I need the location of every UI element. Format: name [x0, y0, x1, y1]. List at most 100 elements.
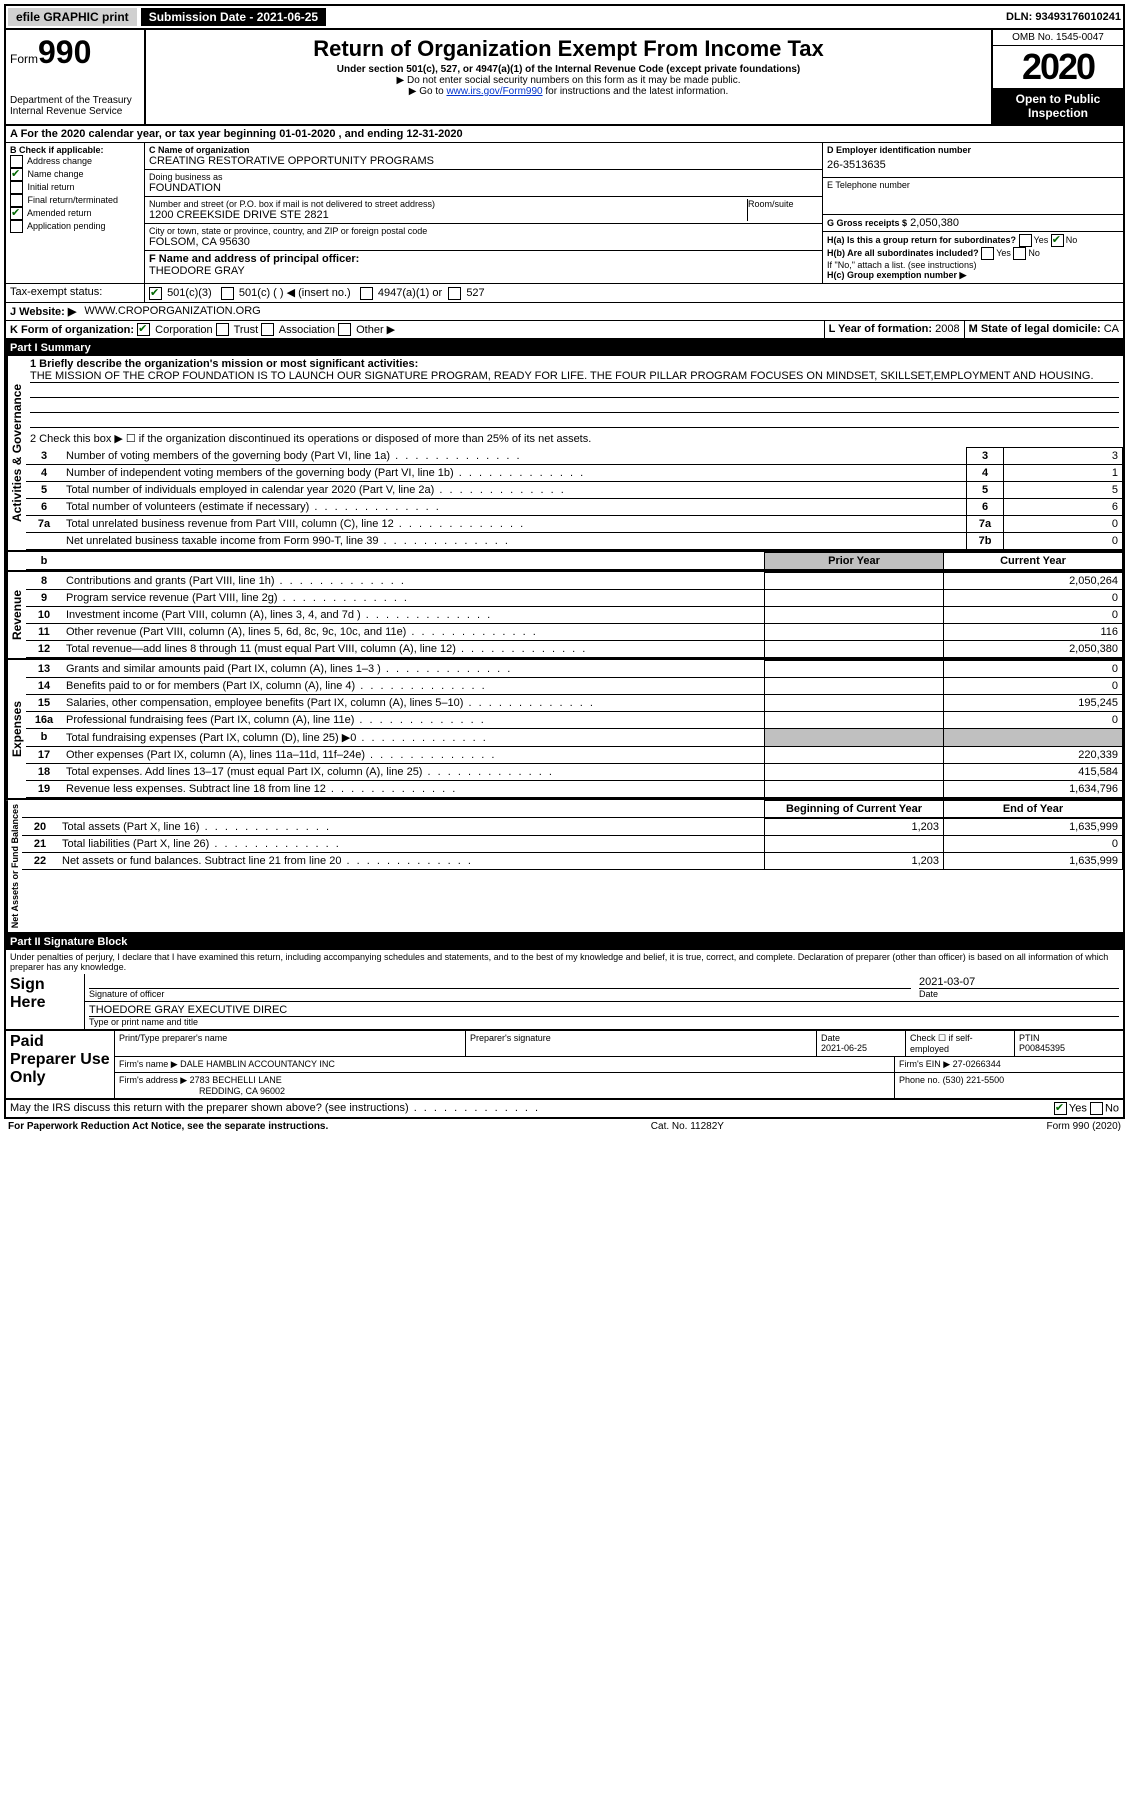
blank-line — [30, 398, 1119, 413]
orgtype-0[interactable] — [137, 323, 150, 336]
ha-no[interactable] — [1051, 234, 1064, 247]
h-note: If "No," attach a list. (see instruction… — [827, 260, 1119, 270]
col-curr: Current Year — [944, 553, 1123, 570]
officer-label: F Name and address of principal officer: — [149, 253, 359, 265]
blank-line — [30, 383, 1119, 398]
firm-city: REDDING, CA 96002 — [119, 1086, 890, 1096]
mission: THE MISSION OF THE CROP FOUNDATION IS TO… — [30, 370, 1119, 383]
checkbox-amended-return[interactable] — [10, 207, 23, 220]
phone-label: E Telephone number — [827, 180, 1119, 190]
ein: 26-3513635 — [827, 155, 1119, 175]
ha: H(a) Is this a group return for subordin… — [827, 235, 1016, 245]
omb: OMB No. 1545-0047 — [993, 30, 1123, 46]
check-label: B Check if applicable: — [10, 145, 140, 155]
501c-check[interactable] — [221, 287, 234, 300]
hb: H(b) Are all subordinates included? — [827, 248, 979, 258]
korg-row: K Form of organization: Corporation Trus… — [4, 321, 1125, 341]
firm-name-label: Firm's name ▶ — [119, 1059, 178, 1069]
gov-lines: 3Number of voting members of the governi… — [26, 447, 1123, 550]
org-city: FOLSOM, CA 95630 — [149, 236, 818, 248]
irs-link[interactable]: www.irs.gov/Form990 — [446, 86, 542, 97]
side-blank — [6, 552, 26, 570]
checkbox-name-change[interactable] — [10, 168, 23, 181]
ein-label: D Employer identification number — [827, 145, 1119, 155]
ptin-label: PTIN — [1019, 1033, 1040, 1043]
info-block: B Check if applicable: Address change Na… — [4, 143, 1125, 284]
checkbox-column: B Check if applicable: Address change Na… — [6, 143, 145, 283]
4947-check[interactable] — [360, 287, 373, 300]
org-name-label: C Name of organization — [149, 145, 818, 155]
penalty: Under penalties of perjury, I declare th… — [4, 950, 1125, 974]
part1-header: Part I Summary — [4, 340, 1125, 356]
part2-header: Part II Signature Block — [4, 934, 1125, 950]
footer: For Paperwork Reduction Act Notice, see … — [4, 1119, 1125, 1134]
ha-yes[interactable] — [1019, 234, 1032, 247]
website: WWW.CROPORGANIZATION.ORG — [80, 303, 1123, 320]
ptin: P00845395 — [1019, 1043, 1065, 1053]
net-lines: 20Total assets (Part X, line 16)1,2031,6… — [22, 818, 1123, 870]
col-prior: Prior Year — [765, 553, 944, 570]
side-net: Net Assets or Fund Balances — [6, 800, 22, 932]
type-print: Type or print name and title — [89, 1017, 1119, 1027]
pra: For Paperwork Reduction Act Notice, see … — [8, 1121, 328, 1132]
paid-preparer: Paid Preparer Use Only — [6, 1031, 114, 1098]
cat: Cat. No. 11282Y — [651, 1121, 724, 1132]
website-row: J Website: ▶ WWW.CROPORGANIZATION.ORG — [4, 303, 1125, 321]
pp-date-label: Date — [821, 1033, 840, 1043]
note-ssn: ▶ Do not enter social security numbers o… — [152, 75, 985, 86]
hc: H(c) Group exemption number ▶ — [827, 270, 1119, 281]
checkbox-initial-return[interactable] — [10, 181, 23, 194]
tax-exempt-row: Tax-exempt status: 501(c)(3) 501(c) ( ) … — [4, 284, 1125, 303]
pp-phone: (530) 221-5500 — [943, 1075, 1005, 1085]
501c3: 501(c)(3) — [167, 287, 212, 299]
website-label: J Website: ▶ — [6, 303, 80, 320]
501c: 501(c) ( ) ◀ (insert no.) — [239, 287, 351, 299]
sign-here: Sign Here — [6, 974, 84, 1029]
goto-pre: ▶ Go to — [409, 86, 447, 97]
firm-addr: 2783 BECHELLI LANE — [190, 1075, 282, 1085]
officer-name: THEODORE GRAY — [149, 265, 245, 277]
rev-lines: 8Contributions and grants (Part VIII, li… — [26, 572, 1123, 658]
net-header: Beginning of Current Year End of Year — [22, 800, 1123, 818]
checkbox-final-return-terminated[interactable] — [10, 194, 23, 207]
pp-name-label: Print/Type preparer's name — [115, 1031, 466, 1056]
year-form-label: L Year of formation: — [829, 323, 933, 335]
org-addr: 1200 CREEKSIDE DRIVE STE 2821 — [149, 209, 746, 221]
checkbox-application-pending[interactable] — [10, 220, 23, 233]
501c3-check[interactable] — [149, 287, 162, 300]
col-begin: Beginning of Current Year — [765, 801, 944, 818]
form-number: 990 — [38, 34, 91, 70]
form-number-box: Form990 Department of the Treasury Inter… — [6, 30, 146, 124]
orgtype-2[interactable] — [261, 323, 274, 336]
col-end: End of Year — [944, 801, 1123, 818]
l2: 2 Check this box ▶ ☐ if the organization… — [26, 430, 1123, 447]
orgtype-1[interactable] — [216, 323, 229, 336]
tax-year: 2020 — [993, 46, 1123, 88]
discuss-yes[interactable] — [1054, 1102, 1067, 1115]
open-public: Open to Public Inspection — [993, 88, 1123, 124]
discuss-no[interactable] — [1090, 1102, 1103, 1115]
submission-date: Submission Date - 2021-06-25 — [141, 8, 326, 26]
gross-receipts: 2,050,380 — [910, 217, 959, 229]
efile-label: efile GRAPHIC print — [8, 8, 137, 26]
subtitle: Under section 501(c), 527, or 4947(a)(1)… — [152, 64, 985, 75]
pp-date: 2021-06-25 — [821, 1043, 867, 1053]
527-check[interactable] — [448, 287, 461, 300]
orgtype-3[interactable] — [338, 323, 351, 336]
top-bar: efile GRAPHIC print Submission Date - 20… — [4, 4, 1125, 30]
goto-post: for instructions and the latest informat… — [543, 86, 729, 97]
header-row-b: b Prior Year Current Year — [26, 552, 1123, 570]
hb-no[interactable] — [1013, 247, 1026, 260]
hb-yes[interactable] — [981, 247, 994, 260]
checkbox-address-change[interactable] — [10, 155, 23, 168]
firm-ein-label: Firm's EIN ▶ — [899, 1059, 950, 1069]
l1-label: 1 Briefly describe the organization's mi… — [30, 358, 1119, 370]
firm-ein: 27-0266344 — [953, 1059, 1001, 1069]
form-of-org-label: K Form of organization: — [10, 324, 134, 336]
addr-label: Number and street (or P.O. box if mail i… — [149, 199, 746, 209]
4947: 4947(a)(1) or — [378, 287, 442, 299]
officer-print: THOEDORE GRAY EXECUTIVE DIREC — [89, 1004, 1119, 1017]
side-governance: Activities & Governance — [6, 356, 26, 550]
pp-phone-label: Phone no. — [899, 1075, 940, 1085]
period-row: A For the 2020 calendar year, or tax yea… — [4, 126, 1125, 143]
